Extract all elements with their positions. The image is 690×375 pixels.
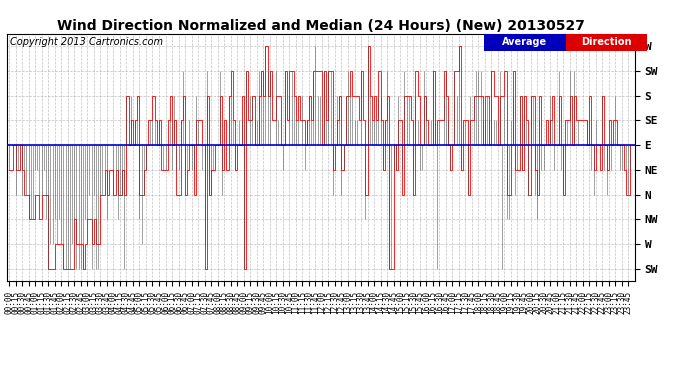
Text: Average: Average xyxy=(502,38,547,47)
Text: Copyright 2013 Cartronics.com: Copyright 2013 Cartronics.com xyxy=(10,38,163,48)
Title: Wind Direction Normalized and Median (24 Hours) (New) 20130527: Wind Direction Normalized and Median (24… xyxy=(57,19,585,33)
Bar xyxy=(484,34,566,51)
Bar xyxy=(566,34,647,51)
Text: Direction: Direction xyxy=(581,38,632,47)
